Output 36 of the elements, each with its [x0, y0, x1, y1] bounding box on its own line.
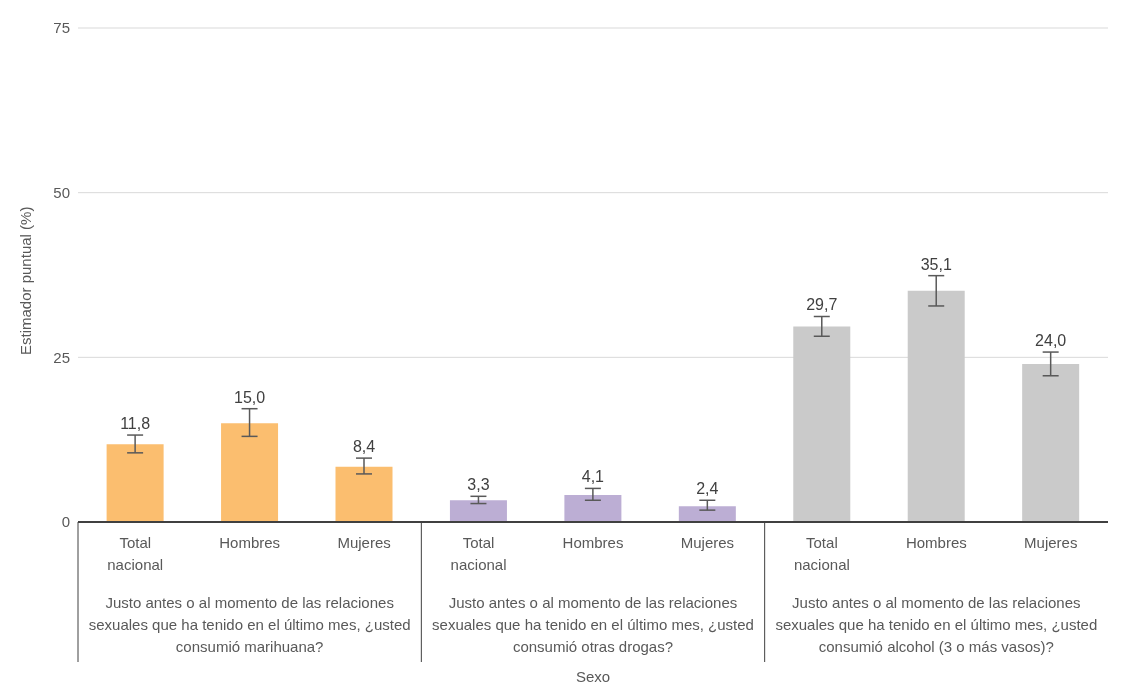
x-tick-label: Hombres	[905, 534, 967, 551]
bar	[449, 500, 507, 522]
x-tick-label: Mujeres	[1024, 534, 1078, 551]
bar	[564, 494, 622, 522]
y-tick-label: 50	[53, 183, 70, 201]
x-tick-label: Hombres	[219, 534, 281, 551]
x-tick-label: Total nacional	[107, 534, 164, 573]
data-label: 29,7	[806, 296, 838, 314]
x-tick-label: Hombres	[562, 534, 624, 551]
data-label: 11,8	[120, 415, 151, 433]
y-tick-label: 25	[53, 348, 70, 366]
bar	[793, 326, 851, 522]
bar	[335, 466, 393, 522]
data-label: 4,1	[581, 468, 605, 486]
data-label: 24,0	[1035, 332, 1067, 350]
data-label: 15,0	[233, 388, 266, 406]
data-label: 8,4	[352, 438, 376, 456]
y-tick-label: 0	[61, 513, 70, 531]
x-tick-label: Total nacional	[793, 534, 850, 573]
text: Sexo	[575, 668, 611, 685]
text: Justo antes o al momento de las relaciones sexuales que ha tenido en el último mes, ¿usted consumió marihuana?	[87, 593, 412, 657]
data-label: 2,4	[696, 480, 719, 498]
x-tick-label: Mujeres	[337, 534, 391, 551]
y-axis-title: Estimador puntual (%)	[17, 206, 35, 355]
x-tick-label: Total nacional	[450, 534, 507, 573]
bar	[678, 506, 736, 522]
bar	[106, 444, 164, 522]
data-label: 35,1	[920, 255, 952, 273]
y-tick-label: 75	[53, 19, 70, 37]
bar	[221, 423, 279, 522]
text: Justo antes o al momento de las relaciones sexuales que ha tenido en el último mes, ¿usted consumió alcohol (3 o más vasos)?	[774, 593, 1099, 657]
bar	[1022, 363, 1080, 522]
data-label: 3,3	[467, 476, 490, 494]
bar	[907, 290, 965, 522]
x-tick-label: Mujeres	[680, 534, 735, 551]
text: Justo antes o al momento de las relaciones sexuales que ha tenido en el último mes, ¿usted consumió otras drogas?	[431, 593, 755, 657]
